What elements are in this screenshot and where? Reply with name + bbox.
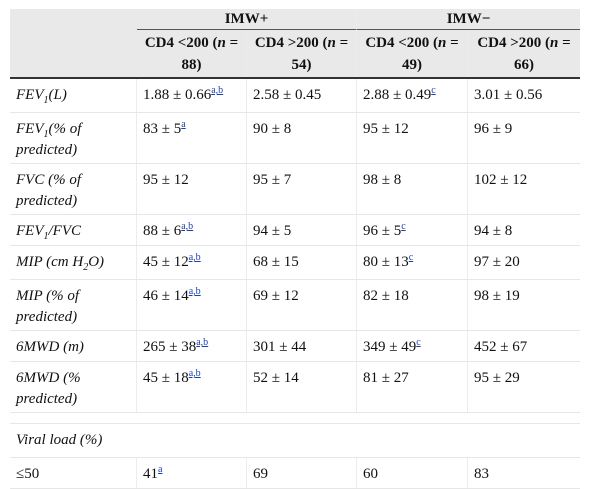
table-cell: 96 ± 9	[474, 121, 513, 137]
table-cell: 3.01 ± 0.56	[474, 87, 543, 103]
footnote-link[interactable]: a,b	[196, 337, 209, 348]
spacer-row	[10, 413, 580, 424]
table-cell: 98 ± 19	[474, 288, 520, 304]
table-cell: 69 ± 12	[247, 280, 357, 330]
table-row: FEV1(L) 1.88 ± 0.66a,b 2.58 ± 0.45 2.88 ± 0…	[10, 79, 580, 113]
table-cell: 83 ± 5a	[137, 113, 247, 163]
table-cell: 98 ± 8	[357, 164, 468, 214]
footnote-link[interactable]: a	[181, 119, 186, 130]
footnote-link[interactable]: a,b	[188, 286, 201, 297]
table-cell: 1.88 ± 0.66a,b	[137, 79, 247, 112]
table-row: 6MWD (m) 265 ± 38a,b 301 ± 44 349 ± 49c 452 …	[10, 331, 580, 362]
table-cell: 94 ± 5	[247, 215, 357, 245]
table-row: 6MWD (% predicted) 45 ± 18a,b 52 ± 14 81 ± …	[10, 362, 580, 413]
row-label: 6MWD (m)	[10, 331, 137, 361]
table-row: FEV1(% of predicted) 83 ± 5a 90 ± 8 95 ± 12…	[10, 113, 580, 164]
group-header-row: IMW+ IMW−	[10, 9, 580, 30]
row-label: FEV1(L)	[10, 79, 137, 112]
results-table: IMW+ IMW− CD4 <200 (n = 88) CD4 >200 (n …	[10, 9, 580, 489]
row-label: MIP (cm H2O)	[10, 246, 137, 279]
table-cell: 96 ± 5c	[357, 215, 468, 245]
table-cell: 349 ± 49c	[357, 331, 468, 361]
footnote-link[interactable]: c	[431, 85, 436, 96]
group-header-imw-positive: IMW+	[137, 9, 357, 30]
footnote-link[interactable]: c	[416, 337, 421, 348]
table-cell: 52 ± 14	[247, 362, 357, 412]
table-cell: 82 ± 18	[357, 280, 468, 330]
table-cell: 452 ± 67	[474, 339, 528, 355]
table-cell: 94 ± 8	[474, 223, 513, 239]
table-row: ≤50 41a 69 60 83	[10, 458, 580, 489]
footnote-link[interactable]: a,b	[188, 252, 201, 263]
table-row: FVC (% of predicted) 95 ± 12 95 ± 7 98 ± 8 1…	[10, 164, 580, 215]
table-cell: 95 ± 12	[137, 164, 247, 214]
table-row: FEV1/FVC 88 ± 6a,b 94 ± 5 96 ± 5c 94 ± 8	[10, 215, 580, 246]
header-blank	[10, 9, 137, 30]
column-header: CD4 >200 (n = 54)	[247, 30, 357, 77]
row-label: FEV1(% of predicted)	[10, 113, 137, 163]
table-cell: 90 ± 8	[247, 113, 357, 163]
row-label: ≤50	[10, 458, 137, 488]
table-cell: 97 ± 20	[474, 254, 520, 270]
footnote-link[interactable]: a	[158, 464, 163, 475]
table-cell: 265 ± 38a,b	[137, 331, 247, 361]
footnote-link[interactable]: a,b	[188, 368, 201, 379]
table-cell: 95 ± 12	[357, 113, 468, 163]
table-cell: 41a	[137, 458, 247, 488]
table-cell: 68 ± 15	[247, 246, 357, 279]
section-row: Viral load (%)	[10, 424, 580, 458]
table-cell: 45 ± 18a,b	[137, 362, 247, 412]
table-cell: 301 ± 44	[247, 331, 357, 361]
column-header: CD4 >200 (n = 66)	[477, 35, 571, 73]
table-cell: 81 ± 27	[357, 362, 468, 412]
section-label: Viral load (%)	[16, 432, 103, 448]
footnote-link[interactable]: a,b	[211, 85, 224, 96]
table-cell: 46 ± 14a,b	[137, 280, 247, 330]
footnote-link[interactable]: c	[408, 252, 414, 263]
table-row: MIP (% of predicted) 46 ± 14a,b 69 ± 12 82 …	[10, 280, 580, 331]
table-cell: 69	[247, 458, 357, 488]
table-cell: 95 ± 29	[474, 370, 520, 386]
row-label: FVC (% of predicted)	[10, 164, 137, 214]
column-header: CD4 <200 (n = 88)	[137, 30, 247, 77]
group-header-imw-negative: IMW−	[357, 9, 580, 30]
footnote-link[interactable]: c	[401, 221, 406, 232]
column-header-row: CD4 <200 (n = 88) CD4 >200 (n = 54) CD4 …	[10, 30, 580, 79]
footnote-link[interactable]: a,b	[181, 221, 194, 232]
table-cell: 80 ± 13c	[357, 246, 468, 279]
row-label: 6MWD (% predicted)	[10, 362, 137, 412]
table-cell: 95 ± 7	[247, 164, 357, 214]
column-header: CD4 <200 (n = 49)	[357, 30, 468, 77]
row-label: MIP (% of predicted)	[10, 280, 137, 330]
table-cell: 88 ± 6a,b	[137, 215, 247, 245]
table-cell: 102 ± 12	[474, 172, 528, 188]
table-cell: 60	[357, 458, 468, 488]
table-cell: 2.88 ± 0.49c	[357, 79, 468, 112]
row-label: FEV1/FVC	[10, 215, 137, 245]
table-cell: 2.58 ± 0.45	[247, 79, 357, 112]
table-cell: 45 ± 12a,b	[137, 246, 247, 279]
header-blank	[10, 30, 137, 77]
table-row: MIP (cm H2O) 45 ± 12a,b 68 ± 15 80 ± 13c 97 …	[10, 246, 580, 280]
table-cell: 83	[474, 466, 489, 482]
